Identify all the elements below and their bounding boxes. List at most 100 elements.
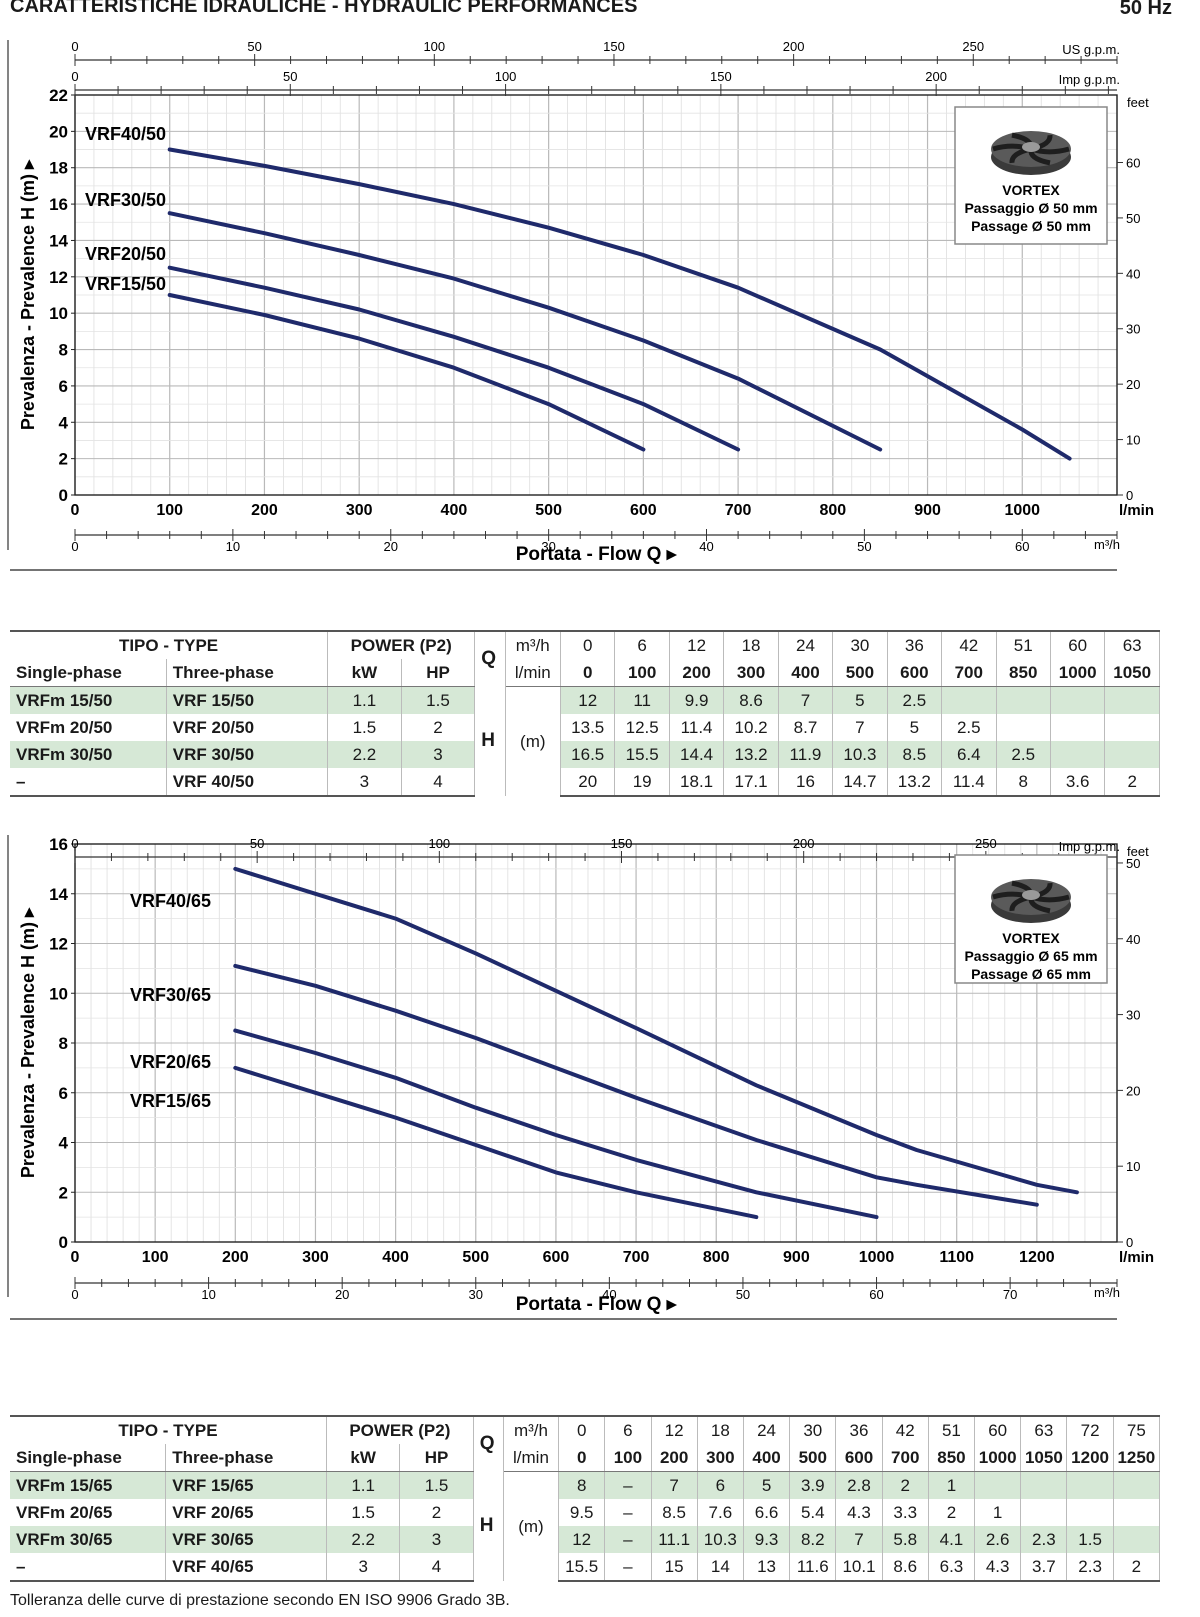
head-value <box>1050 741 1106 768</box>
three-phase-model: VRF 20/65 <box>165 1499 327 1526</box>
x-tick-label: 1200 <box>1019 1249 1055 1266</box>
x-tick-label: 800 <box>703 1249 730 1266</box>
y-tick-label: 12 <box>49 935 68 954</box>
m3h-tick-label: 60 <box>869 1287 883 1302</box>
head-value: 17.1 <box>723 768 779 797</box>
curve-vrf30-65 <box>233 963 1039 1207</box>
m3h-value: 36 <box>835 1415 883 1444</box>
power-header: POWER (P2) <box>326 1415 474 1444</box>
y-tick-label: 16 <box>49 835 68 854</box>
imp-gpm-tick-label: 200 <box>793 836 815 851</box>
three-phase-model: VRF 40/65 <box>165 1553 327 1582</box>
x-tick-label: 100 <box>142 1249 169 1266</box>
m3h-tick-label: 50 <box>736 1287 750 1302</box>
head-value: 7.6 <box>697 1499 744 1526</box>
us-gpm-tick-label: 200 <box>783 39 805 54</box>
head-value: 12 <box>560 686 616 714</box>
head-value: 5 <box>887 714 943 741</box>
curve-label: VRF40/65 <box>130 891 211 911</box>
head-value: 2.5 <box>887 686 943 714</box>
head-value: 1 <box>928 1471 976 1499</box>
single-phase-model: VRFm 30/65 <box>10 1526 167 1553</box>
three-phase-header: Three-phase <box>165 1444 327 1472</box>
m3h-tick-label: 0 <box>71 539 78 554</box>
x-tick-label: 500 <box>535 502 562 519</box>
curve-vrf20-50 <box>167 265 741 452</box>
curve-vrf20-65 <box>233 1028 879 1220</box>
y-tick-label: 18 <box>49 159 68 178</box>
type-header: TIPO - TYPE <box>10 630 329 659</box>
head-value: 6.4 <box>941 741 997 768</box>
m3h-unit: m³/h <box>1094 537 1120 552</box>
x-tick-label: 300 <box>302 1249 329 1266</box>
vortex-box-line: VORTEX <box>1002 930 1060 946</box>
head-value: 18.1 <box>669 768 725 797</box>
m3h-value: 0 <box>558 1415 606 1444</box>
y-tick-label: 8 <box>59 1034 68 1053</box>
head-value: 15 <box>651 1553 698 1582</box>
us-gpm-tick-label: 50 <box>247 39 261 54</box>
head-value: 1.5 <box>1066 1526 1114 1553</box>
vortex-box-line: VORTEX <box>1002 182 1060 198</box>
head-value: 8.7 <box>778 714 834 741</box>
curve-vrf15-50 <box>167 293 646 452</box>
imp-gpm-tick-label: 50 <box>250 836 264 851</box>
lmin-value: 400 <box>743 1444 791 1472</box>
head-value: – <box>604 1553 652 1582</box>
plot-frame <box>74 94 1118 496</box>
m3h-tick-label: 0 <box>71 1287 78 1302</box>
head-value: 2.8 <box>835 1471 883 1499</box>
single-phase-header: Single-phase <box>10 1444 167 1472</box>
y-tick-label: 4 <box>59 413 69 432</box>
m3h-tick-label: 50 <box>857 539 871 554</box>
x-tick-label: 0 <box>71 502 80 519</box>
x-tick-label: 1000 <box>859 1249 895 1266</box>
curve-vrf40-65 <box>233 866 1079 1195</box>
m3h-value: 60 <box>1050 630 1106 659</box>
head-value: 2 <box>1113 1553 1161 1582</box>
single-phase-model: VRFm 20/65 <box>10 1499 167 1526</box>
head-value: 13.2 <box>887 768 943 797</box>
lmin-label: l/min <box>503 1444 560 1472</box>
head-value: 20 <box>560 768 616 797</box>
m3h-value: 42 <box>941 630 997 659</box>
x-tick-label: 800 <box>819 502 846 519</box>
head-value: 8 <box>996 768 1051 797</box>
head-value: 15.5 <box>614 741 670 768</box>
y-tick-label: 16 <box>49 195 68 214</box>
three-phase-model: VRF 15/50 <box>166 686 329 714</box>
curve-label: VRF15/50 <box>85 274 166 294</box>
imp-gpm-tick-label: 200 <box>925 69 947 84</box>
curve-label: VRF30/50 <box>85 190 166 210</box>
impeller-icon <box>991 879 1071 923</box>
y-tick-label: 6 <box>59 1084 68 1103</box>
curve-vrf15-65 <box>233 1065 759 1220</box>
y-tick-label: 0 <box>59 1233 68 1252</box>
lmin-value: 1000 <box>974 1444 1022 1472</box>
table-row: – VRF 40/50 3 4 20 19 18.1 17.1 16 14.7 13.2 11.4 8 3… <box>10 768 1160 797</box>
lmin-value: 500 <box>789 1444 837 1472</box>
m3h-tick-label: 10 <box>226 539 240 554</box>
power-kw: 2.2 <box>326 1526 401 1553</box>
feet-tick-label: 40 <box>1126 932 1140 947</box>
table-row: – VRF 40/65 3 4 15.5–15 14 13 11.6 10.1 8.6 6.3 4.3… <box>10 1553 1161 1582</box>
head-value: 5 <box>743 1471 791 1499</box>
head-value: – <box>604 1526 652 1553</box>
m-label: (m) <box>503 1471 560 1581</box>
y-tick-label: 10 <box>49 984 68 1003</box>
y-tick-label: 10 <box>49 304 68 323</box>
m3h-value: 24 <box>778 630 834 659</box>
curve-vrf30-50 <box>167 211 883 452</box>
three-phase-model: VRF 15/65 <box>165 1471 327 1499</box>
x-tick-label: 0 <box>71 1249 80 1266</box>
head-value <box>996 714 1051 741</box>
m3h-tick-label: 70 <box>1003 1287 1017 1302</box>
curve-label: VRF20/50 <box>85 244 166 264</box>
vortex-box-line: Passaggio Ø 50 mm <box>964 200 1097 216</box>
m3h-label: m³/h <box>505 630 562 659</box>
us-gpm-tick-label: 100 <box>423 39 445 54</box>
y-tick-label: 2 <box>59 1183 68 1202</box>
x-tick-label: 600 <box>630 502 657 519</box>
power-kw: 1.1 <box>326 1471 401 1499</box>
